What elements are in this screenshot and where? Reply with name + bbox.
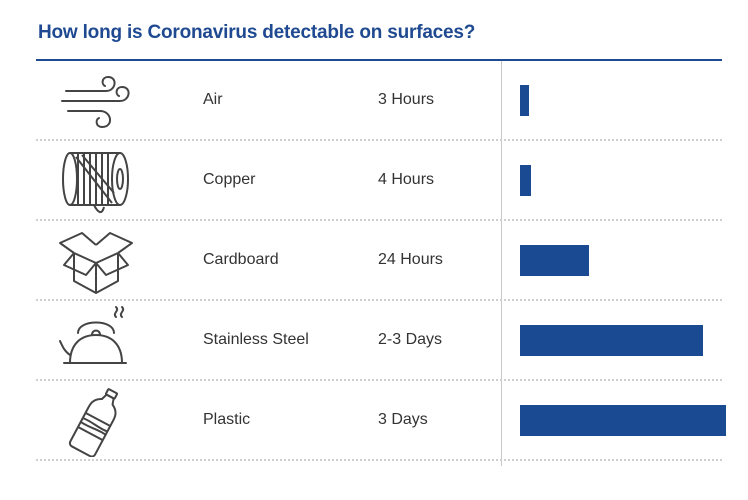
title-underline — [36, 59, 722, 61]
value-label: 3 Days — [378, 411, 428, 428]
bar-plastic — [520, 405, 726, 436]
kettle-icon — [56, 305, 136, 377]
bar-stainless-steel — [520, 325, 703, 356]
bar-area-divider — [501, 61, 502, 466]
row-separator — [36, 139, 722, 141]
chart-row: Cardboard 24 Hours — [36, 221, 722, 301]
category-label: Cardboard — [203, 251, 279, 268]
value-label: 3 Hours — [378, 91, 435, 108]
plastic-bottle-icon — [56, 385, 136, 457]
chart-row: Copper 4 Hours — [36, 141, 722, 221]
wind-icon — [56, 65, 136, 137]
category-label: Copper — [203, 171, 256, 188]
chart-title: How long is Coronavirus detectable on su… — [38, 22, 476, 43]
row-separator — [36, 459, 722, 461]
category-label: Stainless Steel — [203, 331, 309, 348]
chart-row: Air 3 Hours — [36, 61, 722, 141]
bar-copper — [520, 165, 531, 196]
bar-air — [520, 85, 529, 116]
category-label: Plastic — [203, 411, 251, 428]
cardboard-box-icon — [56, 225, 136, 297]
value-label: 24 Hours — [378, 251, 443, 268]
row-separator — [36, 299, 722, 301]
row-separator — [36, 219, 722, 221]
value-label: 2-3 Days — [378, 331, 443, 348]
bar-cardboard — [520, 245, 589, 276]
chart-row: Plastic 3 Days — [36, 381, 726, 461]
category-label: Air — [203, 91, 223, 108]
chart-row: Stainless Steel 2-3 Days — [36, 301, 722, 381]
copper-wire-spool-icon — [56, 145, 136, 217]
value-label: 4 Hours — [378, 171, 435, 188]
row-separator — [36, 379, 722, 381]
